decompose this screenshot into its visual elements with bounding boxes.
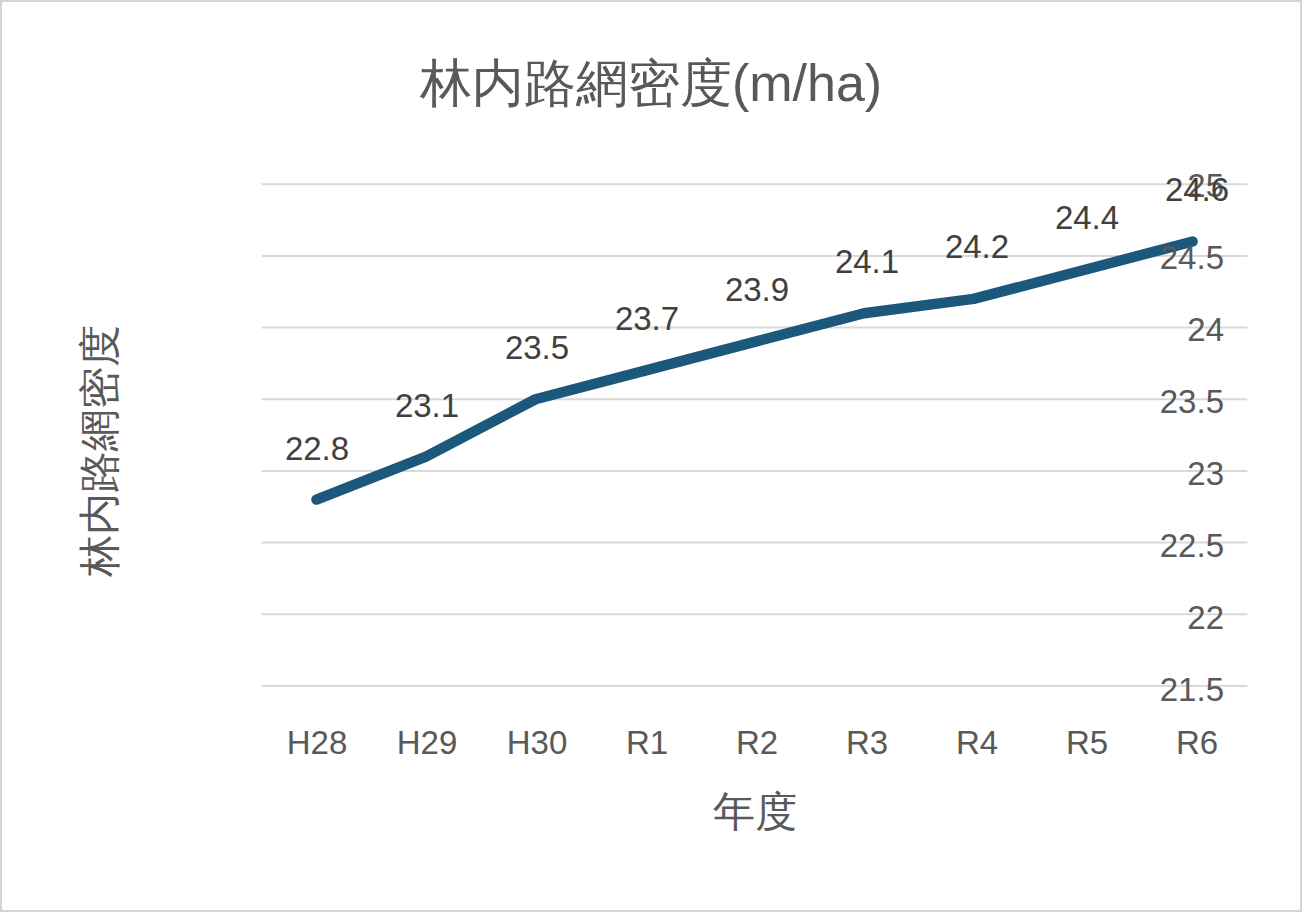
x-tick-label: R5: [1066, 724, 1108, 762]
data-label: 23.9: [725, 273, 789, 306]
y-tick-label: 22: [1064, 601, 1224, 634]
y-axis-title: 林内路網密度: [75, 325, 125, 577]
data-label: 24.4: [1055, 201, 1119, 234]
data-label: 22.8: [285, 431, 349, 464]
y-tick-label: 22.5: [1064, 529, 1224, 562]
y-tick-label: 24.5: [1064, 241, 1224, 274]
data-label: 23.5: [505, 331, 569, 364]
data-label: 24.6: [1165, 172, 1229, 205]
x-tick-label: R2: [736, 724, 778, 762]
x-tick-label: R3: [846, 724, 888, 762]
chart-frame: 林内路網密度(m/ha) 2524.52423.52322.52221.5 H2…: [0, 0, 1302, 912]
x-tick-label: H29: [397, 724, 458, 762]
x-tick-label: H30: [507, 724, 568, 762]
x-tick-label: R6: [1176, 724, 1218, 762]
y-tick-label: 23.5: [1064, 385, 1224, 418]
x-tick-label: H28: [287, 724, 348, 762]
x-tick-label: R1: [626, 724, 668, 762]
y-tick-label: 23: [1064, 457, 1224, 490]
y-tick-label: 24: [1064, 313, 1224, 346]
y-tick-label: 21.5: [1064, 673, 1224, 706]
x-tick-label: R4: [956, 724, 998, 762]
data-label: 24.2: [945, 230, 1009, 263]
x-axis-title: 年度: [260, 787, 1250, 837]
data-label: 24.1: [835, 244, 899, 277]
data-label: 23.1: [395, 388, 459, 421]
data-label: 23.7: [615, 302, 679, 335]
